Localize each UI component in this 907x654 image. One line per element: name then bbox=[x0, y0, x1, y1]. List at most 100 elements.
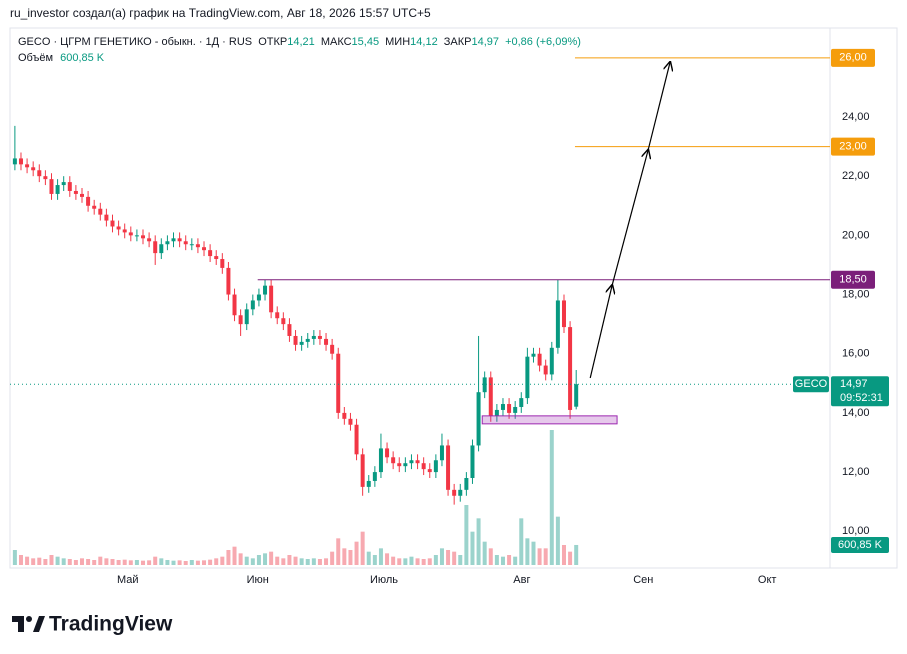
candle-body bbox=[92, 205, 97, 209]
volume-bar bbox=[433, 555, 438, 565]
volume-bar bbox=[250, 558, 255, 565]
volume-bar bbox=[183, 561, 188, 565]
volume-bar bbox=[171, 560, 176, 565]
volume-bar bbox=[470, 531, 475, 565]
volume-bar bbox=[372, 555, 377, 565]
logo-icon bbox=[12, 616, 24, 632]
volume-bar bbox=[348, 550, 353, 565]
volume-bar bbox=[238, 553, 243, 565]
volume-bar bbox=[464, 505, 469, 565]
y-tick-label: 24,00 bbox=[842, 111, 870, 123]
volume-bar bbox=[177, 560, 182, 565]
y-tick-label: 10,00 bbox=[842, 525, 870, 537]
volume-bar bbox=[79, 558, 84, 565]
volume-bar bbox=[141, 560, 146, 565]
x-tick-label: Май bbox=[117, 574, 139, 586]
candle-body bbox=[183, 241, 188, 245]
candle-body bbox=[415, 460, 420, 464]
x-tick-label: Сен bbox=[633, 574, 653, 586]
volume-bar bbox=[67, 559, 72, 565]
candle-body bbox=[458, 489, 463, 496]
candle-body bbox=[86, 196, 91, 206]
volume-bar bbox=[25, 556, 30, 565]
volume-bar bbox=[330, 551, 335, 565]
candle-body bbox=[409, 460, 414, 464]
level-tag-label: 23,00 bbox=[839, 140, 867, 152]
volume-bar bbox=[409, 556, 414, 565]
y-tick-label: 16,00 bbox=[842, 348, 870, 360]
volume-bar bbox=[299, 558, 304, 565]
legend-volume-value: 600,85 K bbox=[60, 52, 105, 64]
last-price-symbol: GECO bbox=[795, 378, 828, 390]
y-tick-label: 22,00 bbox=[842, 170, 870, 182]
candle-body bbox=[507, 404, 512, 413]
volume-bar bbox=[263, 553, 268, 565]
volume-bar bbox=[256, 555, 261, 565]
candle-body bbox=[67, 182, 72, 191]
candle-body bbox=[403, 463, 408, 467]
volume-bar bbox=[159, 558, 164, 565]
candle-body bbox=[366, 480, 371, 487]
candle-body bbox=[250, 300, 255, 310]
candle-body bbox=[189, 244, 194, 246]
volume-bar bbox=[342, 548, 347, 565]
candle-body bbox=[317, 335, 322, 339]
candle-body bbox=[238, 315, 243, 325]
candle-body bbox=[104, 214, 109, 221]
volume-bar bbox=[269, 551, 274, 565]
volume-bar bbox=[86, 559, 91, 565]
candle-body bbox=[195, 244, 200, 248]
legend-symbol: GECO · ЦГРМ ГЕНЕТИКО - обыкн. · 1Д · RUS bbox=[18, 36, 252, 48]
volume-bar bbox=[458, 555, 463, 565]
candle-body bbox=[116, 226, 121, 230]
volume-bar bbox=[122, 559, 127, 565]
volume-bar bbox=[543, 548, 548, 565]
logo-icon-slash bbox=[33, 616, 45, 632]
volume-bar bbox=[311, 558, 316, 565]
volume-bar bbox=[507, 555, 512, 565]
volume-bar bbox=[165, 560, 170, 565]
candle-body bbox=[43, 176, 48, 180]
volume-bar bbox=[37, 557, 42, 565]
volume-bar bbox=[354, 541, 359, 565]
candle-body bbox=[391, 457, 396, 464]
volume-bar bbox=[500, 556, 505, 565]
candle-body bbox=[354, 424, 359, 455]
volume-bar bbox=[397, 558, 402, 565]
candle-body bbox=[98, 208, 103, 215]
volume-bar bbox=[494, 555, 499, 565]
candle-body bbox=[555, 300, 560, 348]
volume-bar bbox=[391, 556, 396, 565]
volume-bar bbox=[293, 556, 298, 565]
volume-bar bbox=[244, 556, 249, 565]
volume-bar bbox=[202, 560, 207, 565]
candle-body bbox=[568, 327, 573, 410]
candle-body bbox=[427, 469, 432, 473]
volume-bar bbox=[147, 560, 152, 565]
x-tick-label: Авг bbox=[513, 574, 530, 586]
candle-body bbox=[110, 220, 115, 227]
candle-body bbox=[311, 335, 316, 339]
last-price-timer: 09:52:31 bbox=[840, 392, 883, 404]
candle-body bbox=[141, 235, 146, 239]
candle-body bbox=[153, 241, 158, 254]
candle-body bbox=[61, 182, 66, 186]
x-tick-label: Июль bbox=[370, 574, 398, 586]
volume-bar bbox=[317, 559, 322, 565]
legend-volume-label: Объём bbox=[18, 52, 53, 64]
volume-bar bbox=[305, 559, 310, 565]
candle-body bbox=[494, 409, 499, 416]
candle-body bbox=[287, 324, 292, 336]
level-tag bbox=[831, 137, 875, 156]
volume-bar bbox=[281, 558, 286, 565]
volume-bar bbox=[525, 538, 530, 565]
legend-open: 14,21 bbox=[287, 36, 315, 48]
volume-bar bbox=[537, 548, 542, 565]
volume-bar bbox=[110, 559, 115, 565]
volume-bar bbox=[98, 556, 103, 565]
candle-body bbox=[18, 158, 23, 165]
candle-body bbox=[446, 445, 451, 490]
arrow-segment bbox=[611, 150, 648, 286]
legend-high-label: МАКС bbox=[321, 36, 352, 48]
